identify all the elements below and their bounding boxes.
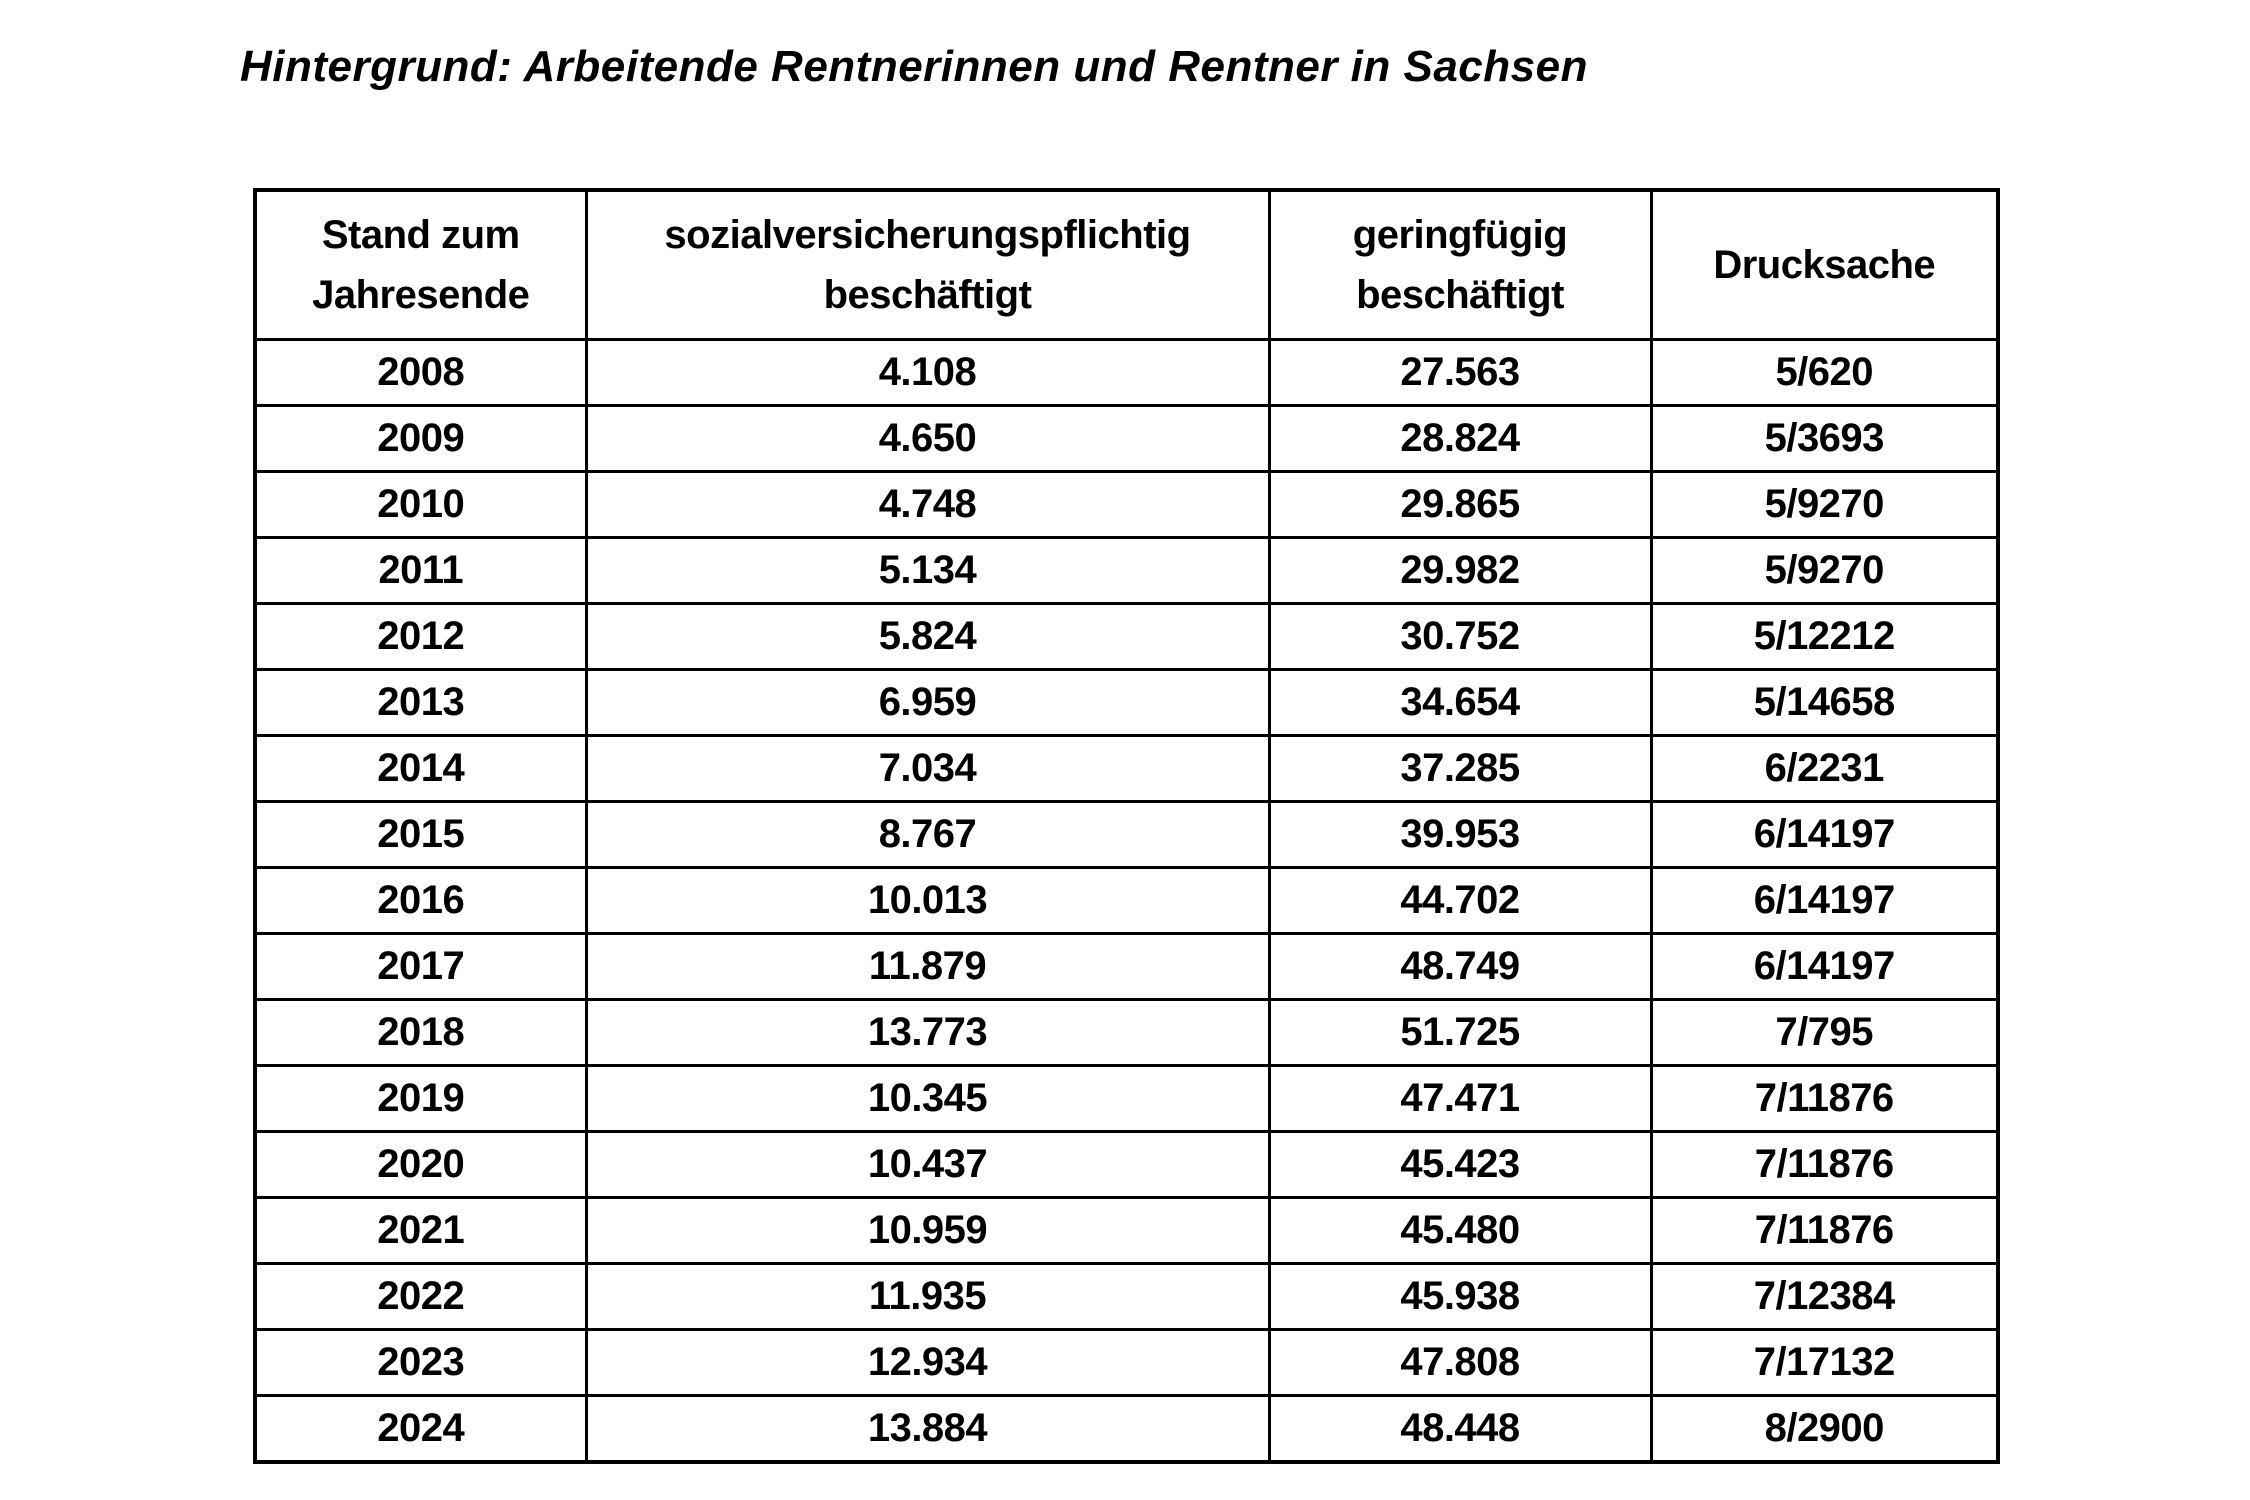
cell-drucksache: 5/14658 xyxy=(1649,668,2000,737)
cell-gfb: 30.752 xyxy=(1267,602,1653,671)
header-cell-sozialversicherungspflichtig: sozialversicherungspflichtig beschäftigt xyxy=(584,188,1271,341)
employment-table-container: Stand zum Jahresende sozialversicherungs… xyxy=(253,188,2000,1464)
cell-drucksache: 5/12212 xyxy=(1649,602,2000,671)
cell-drucksache: 6/2231 xyxy=(1649,734,2000,803)
cell-gfb: 45.938 xyxy=(1267,1262,1653,1331)
cell-svp: 4.748 xyxy=(584,470,1271,539)
table-row-2024: 2024 13.884 48.448 8/2900 xyxy=(253,1394,2000,1464)
cell-gfb: 45.480 xyxy=(1267,1196,1653,1265)
cell-svp: 11.935 xyxy=(584,1262,1271,1331)
header-cell-drucksache: Drucksache xyxy=(1649,188,2000,341)
table-row-2014: 2014 7.034 37.285 6/2231 xyxy=(253,734,2000,803)
cell-gfb: 47.471 xyxy=(1267,1064,1653,1133)
table-row-2013: 2013 6.959 34.654 5/14658 xyxy=(253,668,2000,737)
cell-gfb: 29.982 xyxy=(1267,536,1653,605)
cell-year: 2011 xyxy=(253,536,588,605)
cell-svp: 5.134 xyxy=(584,536,1271,605)
cell-year: 2017 xyxy=(253,932,588,1001)
table-row-2017: 2017 11.879 48.749 6/14197 xyxy=(253,932,2000,1001)
cell-drucksache: 6/14197 xyxy=(1649,800,2000,869)
cell-drucksache: 7/11876 xyxy=(1649,1064,2000,1133)
cell-year: 2016 xyxy=(253,866,588,935)
cell-svp: 7.034 xyxy=(584,734,1271,803)
cell-svp: 13.884 xyxy=(584,1394,1271,1464)
cell-gfb: 51.725 xyxy=(1267,998,1653,1067)
cell-drucksache: 6/14197 xyxy=(1649,932,2000,1001)
header-cell-stand-zum-jahresende: Stand zum Jahresende xyxy=(253,188,588,341)
cell-drucksache: 7/11876 xyxy=(1649,1196,2000,1265)
table-row-2015: 2015 8.767 39.953 6/14197 xyxy=(253,800,2000,869)
table-row-2008: 2008 4.108 27.563 5/620 xyxy=(253,338,2000,407)
cell-year: 2018 xyxy=(253,998,588,1067)
cell-year: 2012 xyxy=(253,602,588,671)
cell-svp: 13.773 xyxy=(584,998,1271,1067)
cell-year: 2009 xyxy=(253,404,588,473)
table-body: 2008 4.108 27.563 5/620 2009 4.650 28.82… xyxy=(253,338,2000,1464)
cell-year: 2024 xyxy=(253,1394,588,1464)
cell-svp: 10.013 xyxy=(584,866,1271,935)
cell-drucksache: 5/9270 xyxy=(1649,470,2000,539)
cell-gfb: 27.563 xyxy=(1267,338,1653,407)
table-row-2010: 2010 4.748 29.865 5/9270 xyxy=(253,470,2000,539)
cell-year: 2010 xyxy=(253,470,588,539)
cell-gfb: 44.702 xyxy=(1267,866,1653,935)
table-row-2011: 2011 5.134 29.982 5/9270 xyxy=(253,536,2000,605)
cell-svp: 8.767 xyxy=(584,800,1271,869)
cell-year: 2014 xyxy=(253,734,588,803)
cell-year: 2023 xyxy=(253,1328,588,1397)
cell-drucksache: 5/3693 xyxy=(1649,404,2000,473)
cell-drucksache: 5/9270 xyxy=(1649,536,2000,605)
table-row-2019: 2019 10.345 47.471 7/11876 xyxy=(253,1064,2000,1133)
table-row-2012: 2012 5.824 30.752 5/12212 xyxy=(253,602,2000,671)
cell-drucksache: 6/14197 xyxy=(1649,866,2000,935)
cell-drucksache: 8/2900 xyxy=(1649,1394,2000,1464)
cell-svp: 5.824 xyxy=(584,602,1271,671)
employment-table: Stand zum Jahresende sozialversicherungs… xyxy=(253,188,2000,1464)
cell-drucksache: 7/795 xyxy=(1649,998,2000,1067)
table-header-row: Stand zum Jahresende sozialversicherungs… xyxy=(253,188,2000,341)
cell-svp: 4.108 xyxy=(584,338,1271,407)
cell-svp: 10.959 xyxy=(584,1196,1271,1265)
cell-year: 2022 xyxy=(253,1262,588,1331)
table-row-2023: 2023 12.934 47.808 7/17132 xyxy=(253,1328,2000,1397)
cell-svp: 12.934 xyxy=(584,1328,1271,1397)
table-row-2009: 2009 4.650 28.824 5/3693 xyxy=(253,404,2000,473)
cell-gfb: 37.285 xyxy=(1267,734,1653,803)
cell-gfb: 47.808 xyxy=(1267,1328,1653,1397)
cell-svp: 6.959 xyxy=(584,668,1271,737)
table-row-2020: 2020 10.437 45.423 7/11876 xyxy=(253,1130,2000,1199)
cell-year: 2021 xyxy=(253,1196,588,1265)
cell-gfb: 48.448 xyxy=(1267,1394,1653,1464)
cell-year: 2013 xyxy=(253,668,588,737)
cell-gfb: 28.824 xyxy=(1267,404,1653,473)
table-row-2018: 2018 13.773 51.725 7/795 xyxy=(253,998,2000,1067)
cell-year: 2020 xyxy=(253,1130,588,1199)
cell-year: 2019 xyxy=(253,1064,588,1133)
cell-drucksache: 5/620 xyxy=(1649,338,2000,407)
cell-year: 2015 xyxy=(253,800,588,869)
cell-drucksache: 7/12384 xyxy=(1649,1262,2000,1331)
cell-svp: 10.437 xyxy=(584,1130,1271,1199)
cell-gfb: 48.749 xyxy=(1267,932,1653,1001)
cell-gfb: 29.865 xyxy=(1267,470,1653,539)
table-header: Stand zum Jahresende sozialversicherungs… xyxy=(253,188,2000,341)
cell-gfb: 45.423 xyxy=(1267,1130,1653,1199)
table-row-2022: 2022 11.935 45.938 7/12384 xyxy=(253,1262,2000,1331)
document-heading: Hintergrund: Arbeitende Rentnerinnen und… xyxy=(240,42,1588,91)
cell-gfb: 34.654 xyxy=(1267,668,1653,737)
cell-svp: 11.879 xyxy=(584,932,1271,1001)
table-row-2016: 2016 10.013 44.702 6/14197 xyxy=(253,866,2000,935)
cell-drucksache: 7/17132 xyxy=(1649,1328,2000,1397)
cell-svp: 10.345 xyxy=(584,1064,1271,1133)
cell-year: 2008 xyxy=(253,338,588,407)
cell-svp: 4.650 xyxy=(584,404,1271,473)
table-row-2021: 2021 10.959 45.480 7/11876 xyxy=(253,1196,2000,1265)
cell-drucksache: 7/11876 xyxy=(1649,1130,2000,1199)
cell-gfb: 39.953 xyxy=(1267,800,1653,869)
header-cell-geringfuegig: geringfügig beschäftigt xyxy=(1267,188,1653,341)
